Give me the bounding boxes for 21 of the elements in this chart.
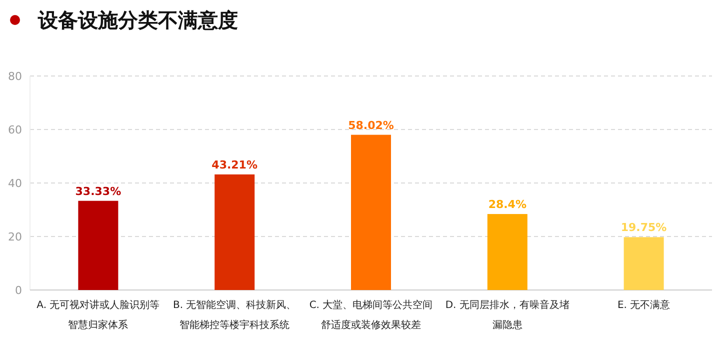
x-tick-label: C. 大堂、电梯间等公共空间舒适度或装修效果较差 bbox=[309, 299, 433, 331]
data-label: 58.02% bbox=[348, 118, 394, 132]
data-label: 19.75% bbox=[620, 221, 667, 234]
chart-title: 设备设施分类不满意度 bbox=[37, 8, 238, 32]
y-tick-label: 40 bbox=[8, 177, 22, 190]
data-label: 33.33% bbox=[75, 184, 122, 198]
bar bbox=[78, 200, 118, 290]
x-tick-label: B. 无智能空调、科技新风、智能梯控等楼宇科技系统 bbox=[172, 299, 296, 331]
y-tick-label: 60 bbox=[8, 124, 22, 136]
y-tick-label: 80 bbox=[8, 70, 22, 83]
bar bbox=[214, 174, 255, 290]
bar bbox=[624, 237, 664, 290]
y-tick-label: 0 bbox=[15, 284, 22, 297]
x-tick-label: D. 无同层排水，有噪音及堵漏隐患 bbox=[445, 299, 570, 331]
x-tick-label: A. 无可视对讲或人脸识别等智慧归家体系 bbox=[36, 299, 160, 331]
x-tick-label: E. 无不满意 bbox=[617, 299, 670, 311]
y-tick-label: 20 bbox=[8, 230, 22, 244]
bar bbox=[487, 214, 528, 290]
data-label: 28.4% bbox=[488, 198, 526, 212]
data-label: 43.21% bbox=[212, 158, 258, 172]
bar bbox=[351, 134, 391, 290]
